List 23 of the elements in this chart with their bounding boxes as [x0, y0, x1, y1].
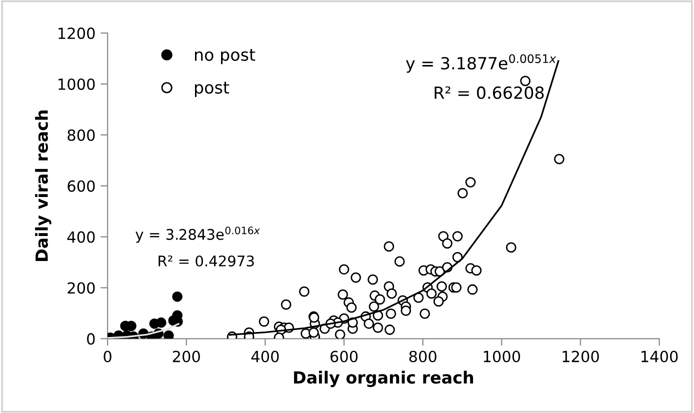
x-tick-label: 1200 — [562, 350, 599, 362]
x-tick-label: 800 — [409, 350, 436, 362]
legend-label: post — [195, 82, 230, 97]
y-tick-label: 1200 — [58, 28, 95, 40]
y-axis-title: Daily viral reach — [35, 110, 52, 261]
x-tick-label: 0 — [104, 350, 112, 362]
x-tick-label: 400 — [251, 350, 279, 362]
y-tick-label: 200 — [68, 282, 95, 294]
x-axis-title: Daily organic reach — [294, 370, 474, 388]
y-tick-label: 0 — [87, 333, 95, 345]
x-tick-label: 1000 — [484, 350, 520, 362]
y-tick-label: 800 — [68, 129, 95, 141]
x-tick-label: 200 — [172, 350, 200, 362]
x-tick-label: 600 — [330, 350, 358, 362]
legend-label: no post — [195, 49, 256, 64]
annotation: R² = 0.42973 — [158, 255, 254, 266]
annotation: y = 3.2843e$^{0.016x}$ — [136, 226, 260, 243]
annotation: R² = 0.66208 — [434, 86, 544, 99]
y-tick-label: 1000 — [58, 78, 95, 90]
y-tick-label: 400 — [67, 231, 95, 243]
y-tick-label: 600 — [68, 180, 95, 192]
annotation: y = 3.1877e$^{0.0051x}$ — [406, 54, 556, 73]
x-tick-label: 1400 — [642, 350, 678, 362]
